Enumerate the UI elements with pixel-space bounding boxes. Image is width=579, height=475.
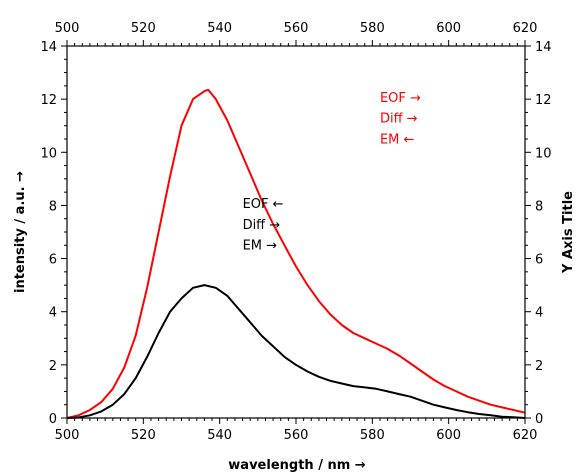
- annotation-2-line-1: EOF ←: [243, 197, 284, 212]
- y-axis-title-right: Y Axis Title: [561, 191, 576, 274]
- x-tick-label-top: 600: [436, 21, 461, 36]
- x-tick-label-top: 500: [55, 21, 80, 36]
- x-tick-label-top: 580: [360, 21, 385, 36]
- annotation-1-line-1: EOF →: [380, 91, 421, 106]
- x-tick-label-bottom: 540: [207, 428, 232, 443]
- y-tick-label-right: 0: [535, 412, 543, 427]
- y-tick-label-right: 10: [535, 146, 552, 161]
- x-axis-title: wavelength / nm →: [228, 458, 366, 473]
- axes: [61, 40, 531, 424]
- y-tick-label-right: 12: [535, 93, 552, 108]
- plot-area: [66, 88, 526, 419]
- y-tick-label-right: 8: [535, 199, 543, 214]
- x-tick-label-top: 620: [513, 21, 538, 36]
- x-tick-label-top: 520: [131, 21, 156, 36]
- series-line-2: [66, 284, 526, 419]
- y-tick-label-left: 14: [40, 40, 57, 55]
- x-tick-label-top: 540: [207, 21, 232, 36]
- y-tick-label-left: 0: [49, 412, 57, 427]
- annotation-1-line-2: Diff →: [380, 112, 418, 127]
- x-tick-label-bottom: 580: [360, 428, 385, 443]
- x-tick-label-bottom: 560: [284, 428, 309, 443]
- y-tick-label-left: 2: [49, 359, 57, 374]
- annotation-2-line-3: EM →: [243, 239, 278, 254]
- x-tick-label-bottom: 600: [436, 428, 461, 443]
- y-tick-label-left: 12: [40, 93, 57, 108]
- y-tick-label-right: 14: [535, 40, 552, 55]
- y-tick-label-left: 8: [49, 199, 57, 214]
- series-line-1: [66, 88, 526, 419]
- y-tick-label-left: 4: [49, 306, 57, 321]
- y-tick-label-left: 6: [49, 253, 57, 268]
- y-axis-title-left: intensity / a.u. →: [13, 171, 28, 293]
- x-tick-label-bottom: 620: [513, 428, 538, 443]
- x-tick-label-top: 560: [284, 21, 309, 36]
- y-tick-label-left: 10: [40, 146, 57, 161]
- x-tick-label-bottom: 500: [55, 428, 80, 443]
- annotation-1-line-3: EM ←: [380, 132, 415, 147]
- y-tick-label-right: 2: [535, 359, 543, 374]
- x-tick-label-bottom: 520: [131, 428, 156, 443]
- y-tick-label-right: 6: [535, 253, 543, 268]
- plot-frame: [66, 45, 526, 419]
- labels: 5005005205205405405605605805806006006206…: [40, 21, 551, 443]
- y-tick-label-right: 4: [535, 306, 543, 321]
- annotation-2-line-2: Diff →: [243, 218, 281, 233]
